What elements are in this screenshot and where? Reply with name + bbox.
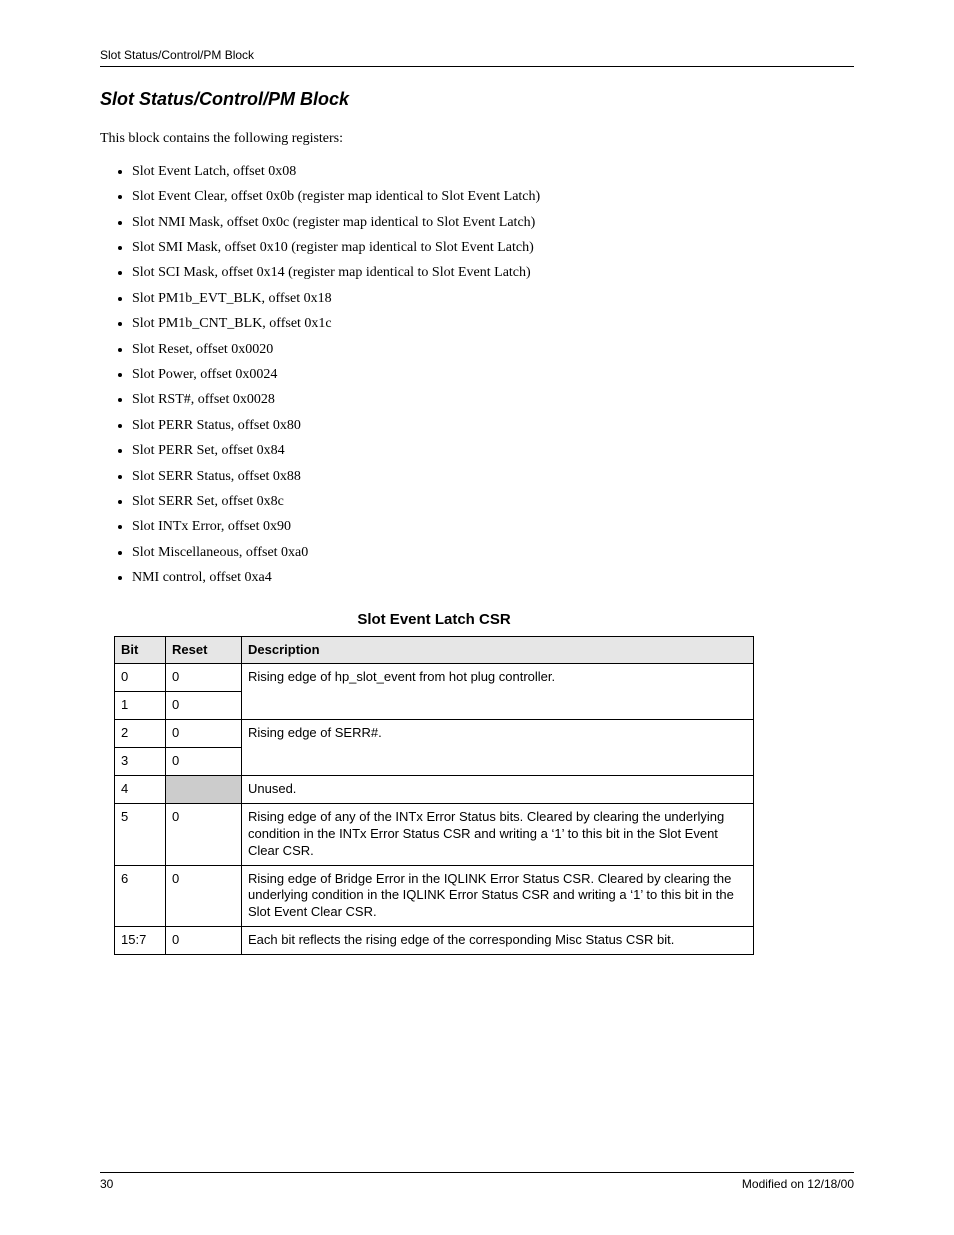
list-item: Slot Miscellaneous, offset 0xa0 bbox=[132, 544, 854, 563]
cell-reset: 0 bbox=[166, 803, 242, 865]
table-caption: Slot Event Latch CSR bbox=[114, 610, 754, 636]
list-item: Slot SCI Mask, offset 0x14 (register map… bbox=[132, 264, 854, 283]
cell-reset bbox=[166, 775, 242, 803]
table-row: 00Rising edge of hp_slot_event from hot … bbox=[115, 664, 754, 692]
cell-reset: 0 bbox=[166, 865, 242, 927]
section-title: Slot Status/Control/PM Block bbox=[100, 89, 854, 110]
list-item: Slot Event Clear, offset 0x0b (register … bbox=[132, 188, 854, 207]
cell-desc: Rising edge of SERR#. bbox=[242, 720, 754, 776]
cell-bit: 1 bbox=[115, 692, 166, 720]
list-item: Slot SMI Mask, offset 0x10 (register map… bbox=[132, 239, 854, 258]
list-item: Slot NMI Mask, offset 0x0c (register map… bbox=[132, 214, 854, 233]
cell-bit: 3 bbox=[115, 748, 166, 776]
cell-reset: 0 bbox=[166, 664, 242, 692]
table-row: 50Rising edge of any of the INTx Error S… bbox=[115, 803, 754, 865]
cell-bit: 5 bbox=[115, 803, 166, 865]
table-row: 15:70Each bit reflects the rising edge o… bbox=[115, 927, 754, 955]
th-desc: Description bbox=[242, 636, 754, 664]
cell-bit: 0 bbox=[115, 664, 166, 692]
list-item: Slot RST#, offset 0x0028 bbox=[132, 391, 854, 410]
list-item: Slot PM1b_EVT_BLK, offset 0x18 bbox=[132, 290, 854, 309]
cell-desc: Rising edge of hp_slot_event from hot pl… bbox=[242, 664, 754, 720]
cell-desc: Rising edge of any of the INTx Error Sta… bbox=[242, 803, 754, 865]
cell-bit: 15:7 bbox=[115, 927, 166, 955]
th-bit: Bit bbox=[115, 636, 166, 664]
table-body: 00Rising edge of hp_slot_event from hot … bbox=[115, 664, 754, 955]
cell-reset: 0 bbox=[166, 692, 242, 720]
th-reset: Reset bbox=[166, 636, 242, 664]
header-left: Slot Status/Control/PM Block bbox=[100, 48, 254, 62]
list-item: Slot SERR Status, offset 0x88 bbox=[132, 468, 854, 487]
cell-desc: Rising edge of Bridge Error in the IQLIN… bbox=[242, 865, 754, 927]
cell-desc: Unused. bbox=[242, 775, 754, 803]
page-footer: 30 Modified on 12/18/00 bbox=[100, 1172, 854, 1191]
table-header-row: Bit Reset Description bbox=[115, 636, 754, 664]
footer-left: 30 bbox=[100, 1177, 113, 1191]
table-row: 60Rising edge of Bridge Error in the IQL… bbox=[115, 865, 754, 927]
list-item: Slot Reset, offset 0x0020 bbox=[132, 341, 854, 360]
list-item: Slot Event Latch, offset 0x08 bbox=[132, 163, 854, 182]
footer-right: Modified on 12/18/00 bbox=[742, 1177, 854, 1191]
bullet-list: Slot Event Latch, offset 0x08 Slot Event … bbox=[132, 163, 854, 588]
list-item: Slot Power, offset 0x0024 bbox=[132, 366, 854, 385]
cell-bit: 4 bbox=[115, 775, 166, 803]
list-item: Slot PM1b_CNT_BLK, offset 0x1c bbox=[132, 315, 854, 334]
section-intro: This block contains the following regist… bbox=[100, 130, 854, 149]
slot-event-latch-table: Slot Event Latch CSR Bit Reset Descripti… bbox=[114, 610, 754, 955]
cell-reset: 0 bbox=[166, 748, 242, 776]
cell-reset: 0 bbox=[166, 927, 242, 955]
page-header: Slot Status/Control/PM Block bbox=[100, 48, 854, 67]
cell-reset: 0 bbox=[166, 720, 242, 748]
table-row: 4 Unused. bbox=[115, 775, 754, 803]
list-item: Slot SERR Set, offset 0x8c bbox=[132, 493, 854, 512]
list-item: Slot INTx Error, offset 0x90 bbox=[132, 518, 854, 537]
list-item: Slot PERR Set, offset 0x84 bbox=[132, 442, 854, 461]
table-row: 20Rising edge of SERR#. bbox=[115, 720, 754, 748]
list-item: Slot PERR Status, offset 0x80 bbox=[132, 417, 854, 436]
cell-bit: 2 bbox=[115, 720, 166, 748]
cell-desc: Each bit reflects the rising edge of the… bbox=[242, 927, 754, 955]
list-item: NMI control, offset 0xa4 bbox=[132, 569, 854, 588]
cell-bit: 6 bbox=[115, 865, 166, 927]
